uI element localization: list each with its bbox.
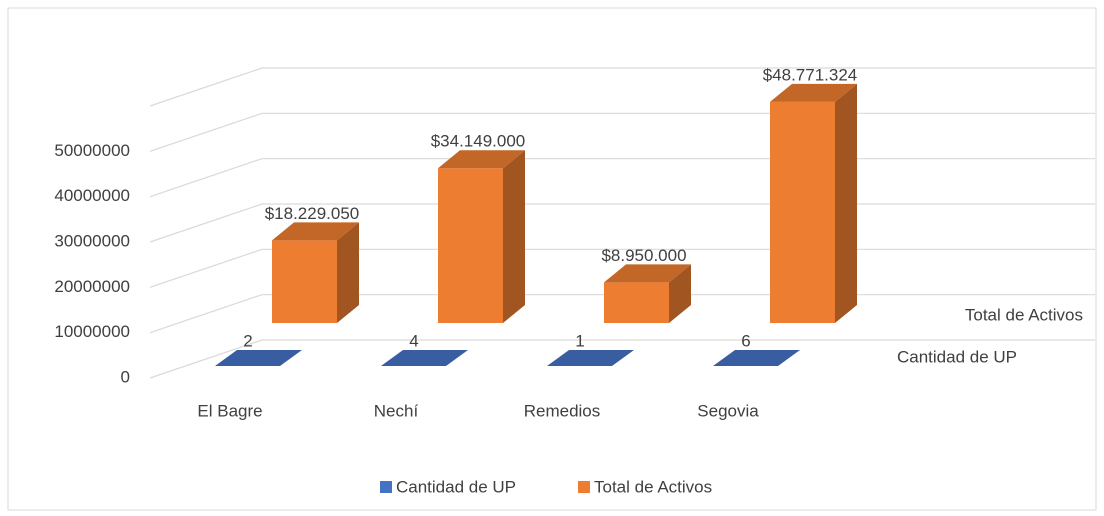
legend-label: Cantidad de UP xyxy=(396,477,516,496)
bar-face xyxy=(770,101,835,324)
bar-face xyxy=(438,168,503,323)
bar xyxy=(438,150,525,323)
bar xyxy=(604,264,691,323)
bar xyxy=(770,83,857,324)
bar-face xyxy=(669,264,691,323)
x-tick-label: Segovia xyxy=(697,401,759,420)
y-tick-label: 50000000 xyxy=(54,141,130,160)
bar-face xyxy=(215,350,302,366)
depth-axis-label: Cantidad de UP xyxy=(897,347,1017,366)
grid-line xyxy=(149,67,263,107)
bar-face xyxy=(438,150,525,169)
y-tick-label: 20000000 xyxy=(54,277,130,296)
grid-line xyxy=(149,339,263,379)
bar-face xyxy=(713,349,800,366)
grid-line xyxy=(149,112,263,152)
x-tick-label: Remedios xyxy=(524,401,601,420)
bar-face xyxy=(272,222,359,241)
data-label: 2 xyxy=(243,331,252,350)
bar-face xyxy=(770,83,857,102)
bar xyxy=(272,222,359,323)
bar-face xyxy=(835,83,857,324)
grid-line xyxy=(149,158,263,198)
y-tick-label: 0 xyxy=(121,367,130,386)
data-label: $18.229.050 xyxy=(265,204,360,223)
data-label: $48.771.324 xyxy=(763,65,858,84)
chart-border xyxy=(7,7,1097,511)
x-tick-label: Nechí xyxy=(374,401,419,420)
data-label: $8.950.000 xyxy=(601,246,686,265)
y-tick-label: 10000000 xyxy=(54,322,130,341)
legend-swatch xyxy=(578,481,590,493)
bar xyxy=(713,349,800,366)
grid-line xyxy=(149,203,263,243)
y-tick-label: 40000000 xyxy=(54,186,130,205)
data-label: 4 xyxy=(409,331,418,350)
legend-label: Total de Activos xyxy=(594,477,712,496)
bar xyxy=(381,349,468,366)
bar-face xyxy=(547,350,634,366)
data-label: $34.149.000 xyxy=(431,132,526,151)
bar-face xyxy=(604,264,691,283)
legend-swatch xyxy=(380,481,392,493)
data-label: 1 xyxy=(575,331,584,350)
bar-face xyxy=(604,282,669,323)
grid-line xyxy=(149,294,263,334)
bar xyxy=(547,350,634,366)
bar-face xyxy=(381,349,468,366)
bar-face xyxy=(272,240,337,323)
x-tick-label: El Bagre xyxy=(197,401,262,420)
data-label: 6 xyxy=(741,331,750,350)
depth-axis-label: Total de Activos xyxy=(965,305,1083,324)
bar-face xyxy=(503,150,525,323)
grid-line xyxy=(149,248,263,288)
y-tick-label: 30000000 xyxy=(54,231,130,250)
bar-face xyxy=(337,222,359,323)
bar xyxy=(215,350,302,366)
